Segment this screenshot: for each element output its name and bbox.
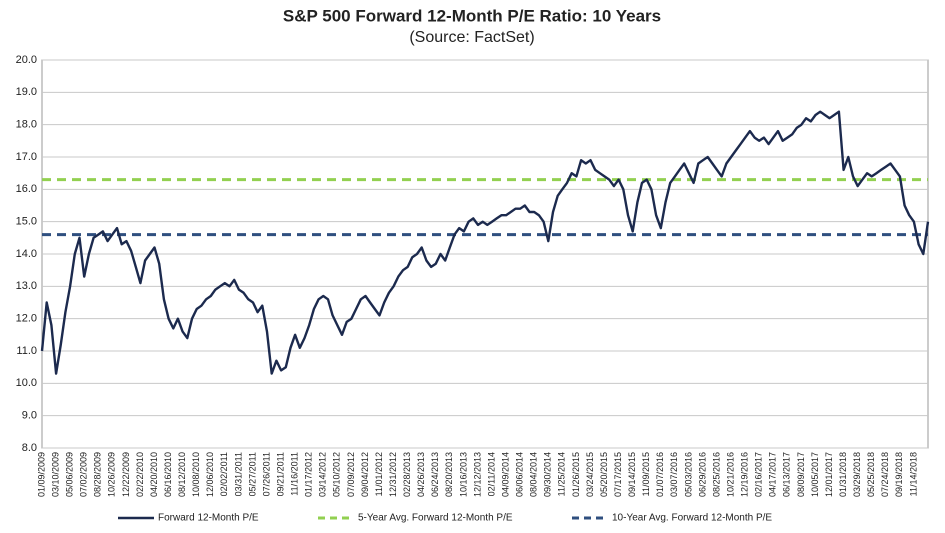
x-tick-label: 01/09/2009 (36, 452, 46, 497)
y-tick-label: 12.0 (16, 313, 37, 325)
y-tick-label: 8.0 (22, 442, 37, 454)
x-tick-label: 11/01/2012 (374, 452, 384, 496)
legend-label: 5-Year Avg. Forward 12-Month P/E (358, 513, 513, 524)
x-tick-label: 07/26/2011 (261, 452, 271, 496)
legend-label: Forward 12-Month P/E (158, 513, 259, 524)
x-tick-label: 07/09/2012 (346, 452, 356, 497)
x-tick-label: 12/19/2016 (740, 452, 750, 497)
x-tick-label: 01/07/2016 (655, 452, 665, 497)
y-tick-label: 18.0 (16, 119, 37, 131)
x-tick-label: 07/17/2015 (613, 452, 623, 497)
x-tick-label: 02/28/2013 (402, 452, 412, 497)
x-tick-label: 07/02/2009 (79, 452, 89, 497)
x-tick-label: 05/03/2016 (683, 452, 693, 497)
chart-subtitle: (Source: FactSet) (409, 29, 534, 46)
x-tick-label: 09/30/2014 (543, 452, 553, 497)
x-tick-label: 10/16/2013 (458, 452, 468, 497)
x-tick-label: 06/13/2017 (782, 452, 792, 497)
y-tick-label: 15.0 (16, 216, 37, 228)
x-tick-label: 05/25/2018 (866, 452, 876, 497)
x-tick-label: 09/19/2018 (894, 452, 904, 497)
data-line (40, 110, 930, 375)
x-tick-label: 12/12/2013 (472, 452, 482, 497)
y-tick-label: 9.0 (22, 410, 37, 422)
x-tick-label: 05/06/2009 (65, 452, 75, 497)
x-tick-label: 04/26/2013 (416, 452, 426, 497)
x-tick-label: 08/12/2010 (177, 452, 187, 497)
x-tick-label: 12/01/2017 (824, 452, 834, 497)
x-tick-label: 09/14/2015 (627, 452, 637, 497)
x-tick-label: 03/07/2016 (669, 452, 679, 497)
x-tick-label: 02/16/2017 (754, 452, 764, 497)
x-tick-label: 06/24/2013 (430, 452, 440, 497)
x-tick-label: 08/04/2014 (529, 452, 539, 497)
x-tick-label: 08/09/2017 (796, 452, 806, 497)
y-tick-label: 16.0 (16, 183, 37, 195)
x-tick-label: 12/22/2009 (121, 452, 131, 497)
x-tick-label: 03/29/2018 (852, 452, 862, 497)
x-tick-label: 02/22/2010 (135, 452, 145, 497)
y-tick-label: 10.0 (16, 377, 37, 389)
x-tick-label: 11/09/2015 (641, 452, 651, 496)
x-tick-label: 05/27/2011 (247, 452, 257, 496)
x-tick-label: 10/21/2016 (725, 452, 735, 497)
x-tick-label: 06/29/2016 (697, 452, 707, 497)
y-tick-label: 20.0 (16, 54, 37, 66)
x-tick-label: 05/10/2012 (332, 452, 342, 497)
x-tick-label: 03/24/2015 (585, 452, 595, 497)
x-tick-label: 09/21/2011 (275, 452, 285, 496)
x-tick-label: 04/09/2014 (500, 452, 510, 497)
x-tick-label: 06/16/2010 (163, 452, 173, 497)
x-tick-label: 01/17/2012 (304, 452, 314, 497)
x-tick-label: 03/31/2011 (233, 452, 243, 496)
x-tick-label: 10/05/2017 (810, 452, 820, 497)
legend-label: 10-Year Avg. Forward 12-Month P/E (612, 513, 772, 524)
x-tick-label: 10/08/2010 (191, 452, 201, 497)
x-tick-label: 04/20/2010 (149, 452, 159, 497)
x-tick-label: 03/14/2012 (318, 452, 328, 497)
x-tick-label: 08/20/2013 (444, 452, 454, 497)
x-tick-label: 05/20/2015 (599, 452, 609, 497)
y-tick-label: 17.0 (16, 151, 37, 163)
x-tick-label: 12/06/2010 (205, 452, 215, 497)
x-tick-label: 12/31/2012 (388, 452, 398, 497)
x-tick-label: 11/25/2014 (557, 452, 567, 496)
x-tick-label: 04/17/2017 (768, 452, 778, 497)
y-tick-label: 11.0 (16, 345, 37, 357)
y-tick-label: 19.0 (16, 86, 37, 98)
x-tick-label: 06/06/2014 (515, 452, 525, 497)
y-tick-label: 14.0 (16, 248, 37, 260)
x-tick-label: 02/11/2014 (486, 452, 496, 496)
x-tick-label: 11/16/2011 (290, 452, 300, 496)
x-tick-label: 03/10/2009 (50, 452, 60, 497)
x-tick-label: 01/26/2015 (571, 452, 581, 497)
x-tick-label: 10/26/2009 (107, 452, 117, 497)
x-tick-label: 02/02/2011 (219, 452, 229, 496)
x-tick-label: 11/14/2018 (908, 452, 918, 496)
chart-title: S&P 500 Forward 12-Month P/E Ratio: 10 Y… (283, 6, 661, 25)
x-tick-label: 08/28/2009 (93, 452, 103, 497)
y-tick-label: 13.0 (16, 280, 37, 292)
x-tick-label: 09/04/2012 (360, 452, 370, 497)
x-tick-label: 07/24/2018 (880, 452, 890, 497)
x-tick-label: 08/25/2016 (711, 452, 721, 497)
x-tick-label: 01/31/2018 (838, 452, 848, 497)
